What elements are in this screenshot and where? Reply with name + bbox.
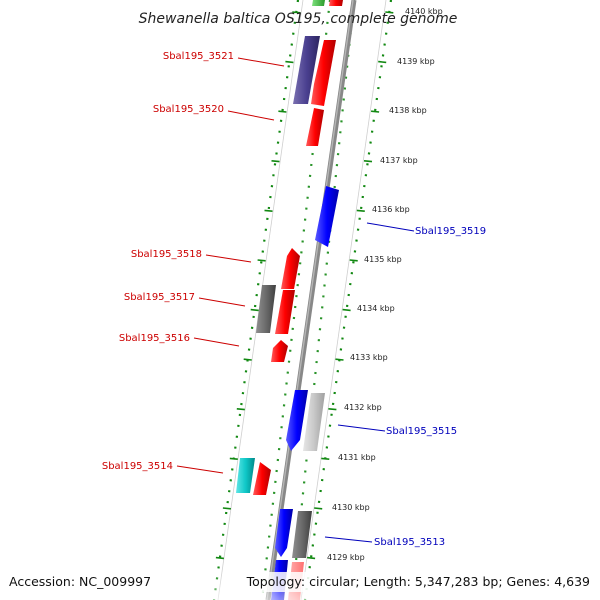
kbp-tick-labels: 4140 kbp 4139 kbp 4138 kbp 4137 kbp 4136… [327,7,443,562]
gene-label-sbal195-3514[interactable]: Sbal195_3514 [102,461,173,472]
gene-lightgray-3515 [303,393,325,451]
gene-label-sbal195-3516[interactable]: Sbal195_3516 [119,333,190,344]
map-title: Shewanella baltica OS195, complete genom… [139,11,458,27]
kbp-tick-mark [314,507,323,510]
gene-cyan-3514 [236,458,255,493]
gene-label-sbal195-3515[interactable]: Sbal195_3515 [386,426,457,437]
kbp-tick-mark [222,507,231,510]
kbp-tick-marks [215,11,394,560]
genome-backbone-highlight [266,0,354,600]
leader-line [176,465,224,474]
kbp-tick-label: 4133 kbp [350,353,388,362]
leader-line [366,222,415,232]
gene-label-sbal195-3519[interactable]: Sbal195_3519 [415,226,486,237]
kbp-tick-label: 4132 kbp [344,403,382,412]
kbp-tick-label: 4137 kbp [380,156,418,165]
leader-line [227,110,275,121]
leader-line [198,297,246,307]
kbp-tick-mark [250,308,259,312]
kbp-tick-label: 4135 kbp [364,255,402,264]
gene-red-3520 [311,40,336,106]
gene-top-red [329,0,343,6]
gene-blue-3519 [315,186,339,247]
right-inner-guide [290,0,356,600]
kbp-tick-mark [307,556,316,560]
gene-blue-3513 [275,509,293,557]
genome-backbone [265,0,357,600]
gene-top-green [312,0,325,6]
gene-label-sbal195-3513[interactable]: Sbal195_3513 [374,537,445,548]
kbp-tick-mark [264,209,273,212]
kbp-tick-mark [321,457,330,460]
genome-summary-text: Topology: circular; Length: 5,347,283 bp… [246,574,590,589]
kbp-tick-label: 4129 kbp [327,553,365,562]
kbp-tick-mark [215,556,224,560]
genes [236,36,339,600]
gene-red-3517b [275,290,295,334]
kbp-tick-mark [257,259,266,262]
kbp-tick-label: 4134 kbp [357,304,395,313]
kbp-tick-mark [385,11,394,14]
kbp-tick-label: 4136 kbp [372,205,410,214]
kbp-tick-mark [363,160,373,163]
kbp-tick-mark [378,60,387,64]
gene-blue-3515 [286,390,308,451]
footer-backdrop-left [4,572,154,592]
left-gene-labels: Sbal195_3521 Sbal195_3520 Sbal195_3518 S… [102,51,285,474]
kbp-tick-mark [229,457,238,460]
kbp-tick-mark [335,358,344,361]
gene-label-sbal195-3520[interactable]: Sbal195_3520 [153,104,224,115]
kbp-tick-mark [271,160,280,163]
gene-red-3518 [281,248,300,289]
accession-text: Accession: NC_009997 [9,574,151,589]
gene-red-small [306,108,324,146]
gene-label-sbal195-3518[interactable]: Sbal195_3518 [131,249,202,260]
kbp-tick-mark [285,60,294,64]
kbp-tick-mark [371,110,380,113]
kbp-tick-mark [349,259,358,262]
kbp-tick-label: 4131 kbp [338,453,376,462]
gene-red-3514b [253,462,271,495]
gene-label-sbal195-3517[interactable]: Sbal195_3517 [124,292,195,303]
footer-backdrop-right [258,572,596,592]
kbp-tick-mark [278,110,287,113]
gene-label-sbal195-3521[interactable]: Sbal195_3521 [163,51,234,62]
kbp-tick-label: 4138 kbp [389,106,427,115]
kbp-tick-mark [356,209,365,212]
gene-red-3516 [271,340,288,362]
gene-gray-3517 [256,285,276,333]
left-outer-guide [212,0,300,600]
kbp-tick-mark [292,11,301,14]
leader-line [324,536,373,543]
leader-line [193,337,240,347]
kbp-tick-label: 4140 kbp [405,7,443,16]
kbp-tick-mark [342,308,351,312]
kbp-tick-label: 4139 kbp [397,57,435,66]
leader-line [237,57,285,67]
leader-line [337,424,386,432]
right-frame-line [300,0,387,600]
right-gene-labels: Sbal195_3519 Sbal195_3515 Sbal195_3513 [324,222,486,548]
kbp-tick-mark [328,408,337,411]
gene-navy-3521 [293,36,320,104]
gene-gray-3513b [292,511,312,558]
kbp-tick-label: 4130 kbp [332,503,370,512]
kbp-tick-mark [243,358,252,361]
kbp-tick-mark [236,408,245,411]
leader-line [205,254,252,263]
